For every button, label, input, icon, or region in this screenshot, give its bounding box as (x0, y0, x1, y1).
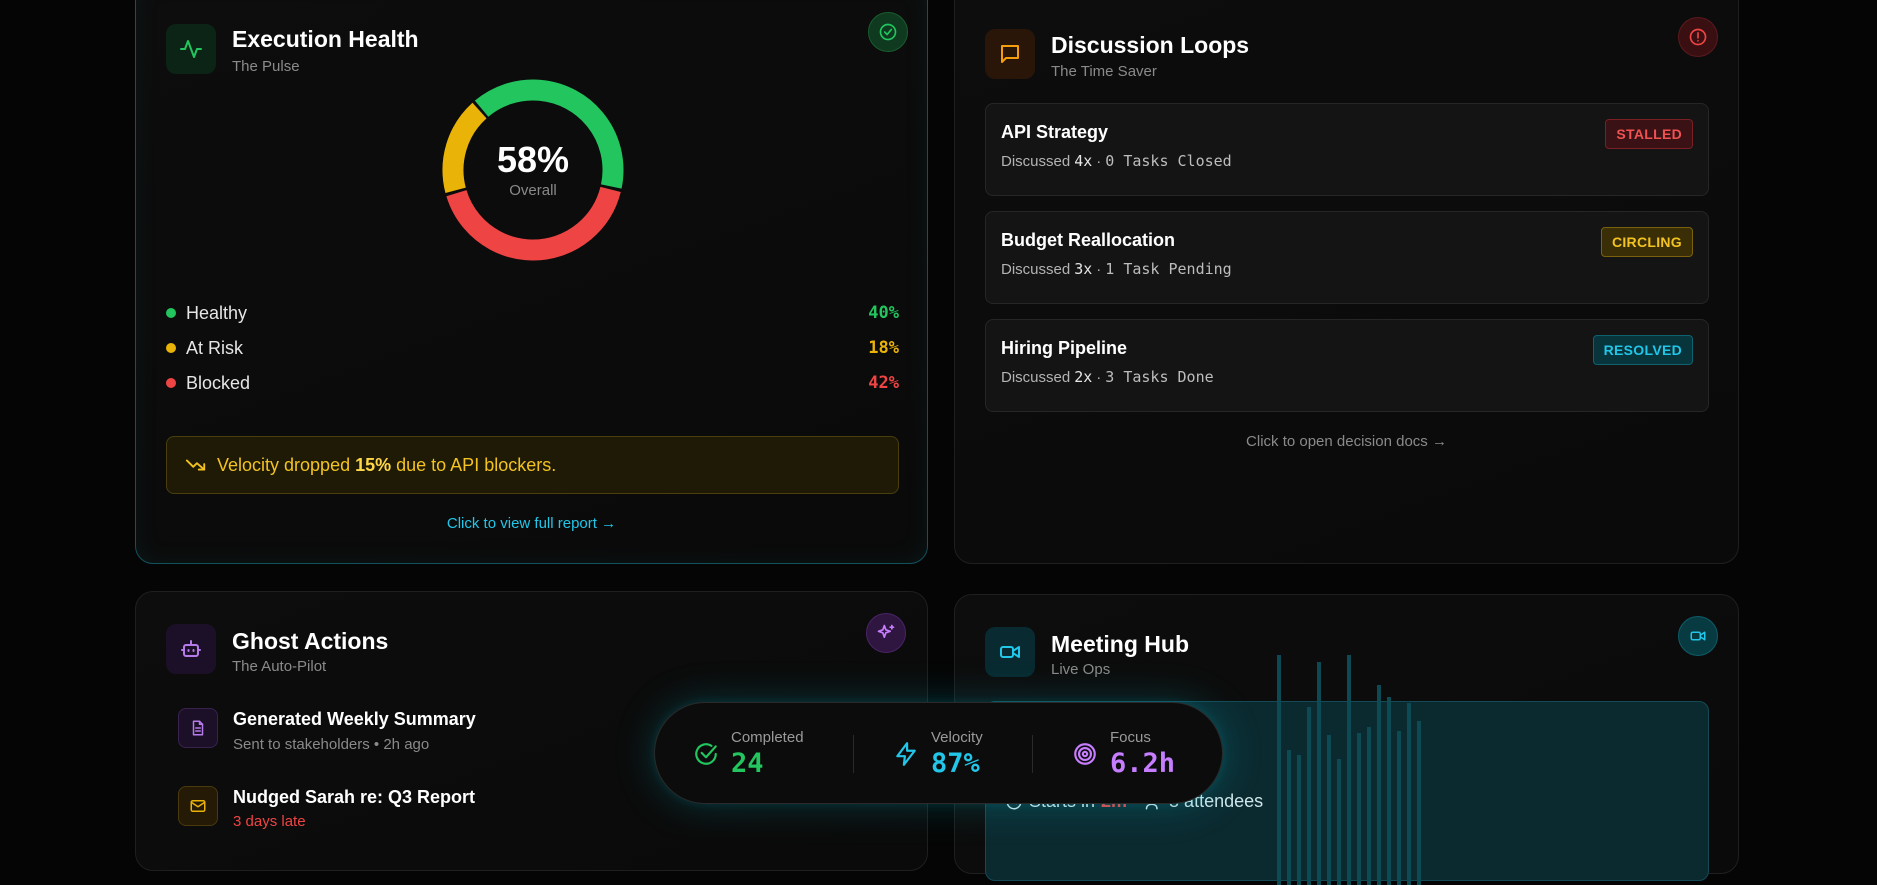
discussion-loops-card[interactable]: Discussion Loops The Time Saver API Stra… (954, 0, 1739, 564)
ghost-action-title: Generated Weekly Summary (233, 709, 476, 729)
open-decision-docs-link[interactable]: Click to open decision docs → (1246, 433, 1447, 450)
ghost-action-title: Nudged Sarah re: Q3 Report (233, 787, 476, 807)
donut-segment-healthy (442, 79, 624, 261)
status-badge: RESOLVED (1592, 335, 1693, 365)
target-icon (1074, 743, 1096, 765)
stats-bar: Completed 24 Velocity 87% Focus 6.2h (654, 702, 1223, 804)
at-risk-dot-icon (166, 343, 176, 353)
stat-velocity[interactable]: Velocity 87% (893, 703, 983, 805)
stat-focus[interactable]: Focus 6.2h (1072, 703, 1175, 805)
ghost-actions-title: Ghost Actions (232, 628, 389, 654)
mail-icon (178, 786, 218, 826)
legend-blocked: Blocked 42% (166, 371, 899, 395)
divider (1032, 735, 1033, 773)
donut-segment-blocked (442, 79, 624, 261)
activity-icon (166, 24, 216, 74)
meeting-hub-subtitle: Live Ops (1051, 661, 1111, 678)
loop-meta: Discussed 3x · 1 Task Pending (1001, 260, 1232, 278)
execution-health-title: Execution Health (232, 26, 419, 52)
status-badge: STALLED (1605, 119, 1693, 149)
loop-item[interactable]: Hiring Pipeline Discussed 2x · 3 Tasks Done… (985, 319, 1709, 412)
loop-title: Hiring Pipeline (1001, 338, 1128, 358)
legend-at-risk: At Risk 18% (166, 336, 899, 360)
video-camera-icon[interactable] (1678, 616, 1718, 656)
execution-health-subtitle: The Pulse (232, 58, 300, 75)
discussion-loops-title: Discussion Loops (1051, 32, 1250, 58)
view-full-report-link[interactable]: Click to view full report → (446, 515, 617, 532)
legend-healthy: Healthy 40% (166, 301, 899, 325)
blocked-dot-icon (166, 378, 176, 388)
execution-health-card[interactable]: Execution Health The Pulse 58% Overall H… (135, 0, 928, 564)
audio-waveform (1277, 655, 1421, 885)
loop-item[interactable]: Budget Reallocation Discussed 3x · 1 Task P… (985, 211, 1709, 304)
status-badge: CIRCLING (1600, 227, 1693, 257)
overall-label: Overall (509, 181, 557, 199)
overall-percent: 58% (496, 138, 570, 180)
ghost-actions-card[interactable]: Ghost Actions The Auto-Pilot Generated W… (135, 591, 928, 871)
loop-item[interactable]: API Strategy Discussed 4x · 0 Tasks Closed … (985, 103, 1709, 196)
loop-meta: Discussed 2x · 3 Tasks Done (1001, 368, 1214, 386)
alert-circle-icon[interactable] (1678, 17, 1718, 57)
file-text-icon (178, 708, 218, 748)
loop-meta: Discussed 4x · 0 Tasks Closed (1001, 152, 1232, 170)
trending-down-icon (185, 459, 206, 471)
zap-icon (896, 742, 916, 766)
message-square-icon (985, 29, 1035, 79)
loop-title: API Strategy (1001, 122, 1109, 142)
stat-completed[interactable]: Completed 24 (693, 703, 804, 805)
check-circle-icon[interactable] (868, 12, 908, 52)
execution-donut-chart: 58% Overall (440, 77, 626, 263)
loop-title: Budget Reallocation (1001, 230, 1176, 250)
divider (853, 735, 854, 773)
meeting-hub-title: Meeting Hub (1051, 631, 1189, 657)
velocity-alert: Velocity dropped 15% due to API blockers… (166, 436, 899, 494)
sparkles-icon[interactable] (866, 613, 906, 653)
healthy-dot-icon (166, 308, 176, 318)
check-circle-icon (695, 743, 717, 765)
bot-icon (166, 624, 216, 674)
ghost-actions-subtitle: The Auto-Pilot (232, 658, 327, 675)
ghost-action-sub: Sent to stakeholders • 2h ago (233, 736, 430, 753)
discussion-loops-subtitle: The Time Saver (1051, 63, 1157, 80)
video-icon (985, 627, 1035, 677)
ghost-action-sub: 3 days late (233, 813, 306, 830)
